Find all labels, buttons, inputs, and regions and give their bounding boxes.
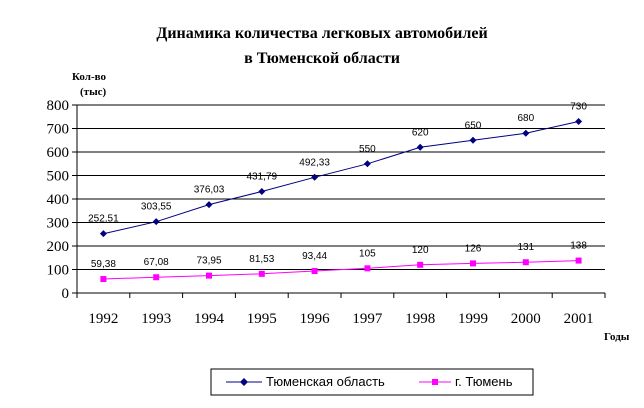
series-1-label-1995: 81,53: [249, 254, 274, 265]
legend-label-tyumen-region: Тюменская область: [266, 374, 385, 389]
series-0-label-1994: 376,03: [194, 185, 225, 196]
chart-title-line-2: в Тюменской области: [244, 50, 400, 67]
series-0-label-1992: 252,51: [88, 214, 119, 225]
y-tick-label-800: 800: [47, 98, 70, 114]
series-1-label-1996: 93,44: [302, 251, 327, 262]
x-tick-label-1997: 1997: [352, 311, 383, 327]
series-1-label-1998: 120: [412, 245, 429, 256]
series: [99, 117, 583, 283]
series-1-label-2001: 138: [570, 241, 587, 252]
series-0-label-1997: 550: [359, 144, 376, 155]
x-tick-label-1996: 1996: [300, 311, 331, 327]
series-1-label-1994: 73,95: [196, 256, 221, 267]
y-tick-label-600: 600: [47, 145, 70, 161]
series-1-label-1997: 105: [359, 248, 376, 259]
series-0-label-1999: 650: [465, 120, 482, 131]
series-1-label-1993: 67,08: [144, 257, 169, 268]
y-tick-label-0: 0: [62, 286, 70, 302]
series-1-point-1994: [206, 272, 212, 279]
y-tick-label-400: 400: [47, 192, 70, 208]
y-tick-label-100: 100: [47, 263, 70, 279]
series-1-label-1999: 126: [465, 243, 482, 254]
series-0-point-1994: [205, 201, 213, 209]
x-tick-label-2000: 2000: [511, 311, 541, 327]
series-1-label-2000: 131: [517, 242, 534, 253]
x-tick-label-1999: 1999: [458, 311, 488, 327]
legend-marker-tyumen-city: [432, 379, 438, 385]
series-0-point-1997: [363, 160, 371, 168]
x-tick-label-1994: 1994: [194, 311, 225, 327]
y-tick-label-500: 500: [47, 169, 70, 185]
series-1-point-2001: [575, 257, 582, 264]
series-1-point-1999: [470, 260, 476, 267]
series-line-0: [103, 121, 579, 235]
series-0-point-1996: [311, 173, 319, 181]
series-0-point-2000: [522, 129, 530, 137]
y-tick-label-300: 300: [47, 216, 70, 232]
legend-label-tyumen-city: г. Тюмень: [455, 374, 513, 389]
series-1-label-1992: 59,38: [91, 259, 116, 270]
gridlines: [77, 104, 605, 270]
series-1-point-1995: [258, 270, 265, 277]
series-1-point-2000: [522, 259, 529, 266]
series-1-point-1997: [364, 265, 371, 272]
series-0-point-1999: [469, 136, 477, 144]
series-1-point-1993: [153, 274, 160, 281]
x-tick-label-2001: 2001: [564, 311, 594, 327]
series-line-1: [103, 260, 579, 280]
series-0-label-1993: 303,55: [141, 202, 172, 213]
x-axis-title: Годы: [604, 331, 630, 343]
series-0-point-1998: [416, 143, 424, 151]
series-0-label-2001: 730: [570, 101, 587, 112]
data-labels: 252,51 303,55 376,03 431,79 492,33 550 620 650 6…: [88, 101, 587, 270]
series-0-point-1993: [152, 218, 160, 226]
series-0-label-2000: 680: [517, 113, 534, 124]
series-1-point-1992: [100, 276, 107, 283]
series-1-point-1998: [417, 261, 424, 268]
series-0-point-1992: [99, 230, 107, 238]
x-tick-label-1992: 1992: [88, 311, 118, 327]
series-1-point-1996: [311, 268, 318, 275]
chart-title-line-1: Динамика количества легковых автомобилей: [156, 25, 487, 42]
y-axis-title-line-2: (тыс): [80, 86, 107, 98]
y-tick-label-200: 200: [47, 239, 70, 255]
x-tick-label-1995: 1995: [247, 311, 277, 327]
series-0-label-1998: 620: [412, 127, 429, 138]
y-tick-label-700: 700: [47, 122, 70, 138]
series-0-label-1996: 492,33: [299, 157, 330, 168]
axes: 0 100 200 300 400 500 600 700 800 1992 1993 1994 199…: [47, 98, 606, 327]
y-axis-title-line-1: Кол-во: [72, 71, 106, 83]
legend-marker-tyumen-region: [240, 378, 248, 386]
series-0-point-1995: [258, 188, 266, 196]
x-tick-label-1993: 1993: [141, 311, 171, 327]
series-0-point-2001: [575, 117, 583, 125]
legend: Тюменская область г. Тюмень: [210, 368, 534, 396]
series-0-label-1995: 431,79: [247, 172, 278, 183]
x-tick-label-1998: 1998: [405, 311, 435, 327]
legend-box: [210, 368, 534, 396]
